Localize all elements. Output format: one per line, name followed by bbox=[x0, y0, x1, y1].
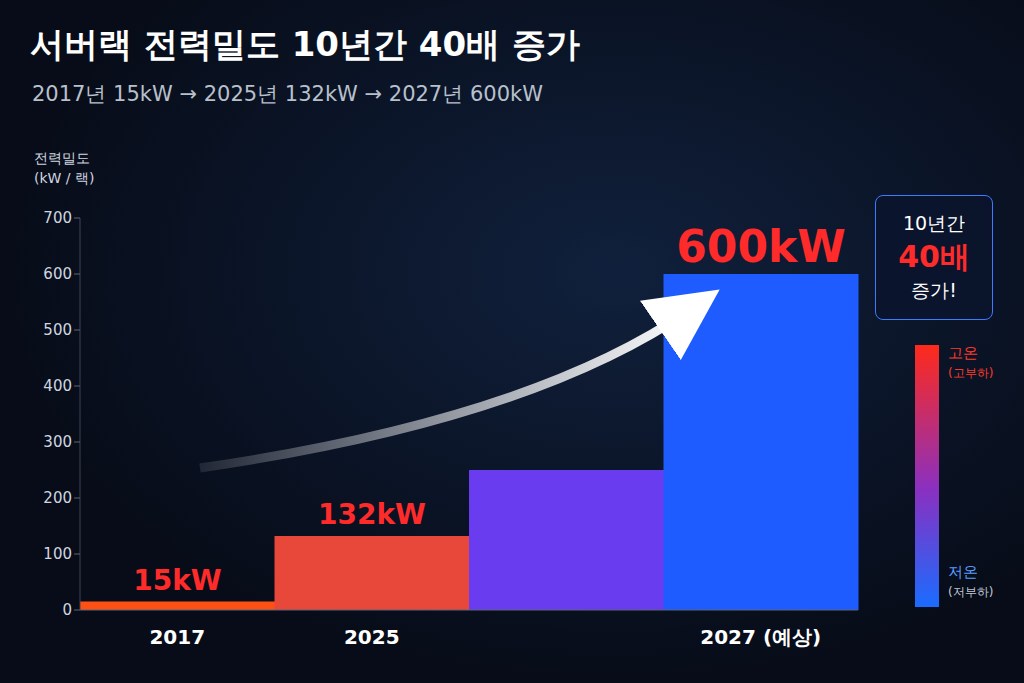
svg-text:300: 300 bbox=[43, 433, 72, 451]
svg-text:200: 200 bbox=[43, 489, 72, 507]
svg-text:0: 0 bbox=[62, 601, 72, 619]
html-text:10년간: 10년간 bbox=[902, 212, 966, 234]
html-text:2017년 15kW → 2025년 132kW → 202: 2017년 15kW → 2025년 132kW → 2027년 600kW bbox=[32, 82, 543, 106]
svg-text:700: 700 bbox=[43, 209, 72, 227]
svg-text:132kW: 132kW bbox=[318, 498, 426, 531]
html-text:서버랙 전력밀도 10년간 40배 증가: 서버랙 전력밀도 10년간 40배 증가 bbox=[30, 24, 580, 64]
html-text:증가!: 증가! bbox=[911, 279, 957, 301]
html-text:저온: 저온 bbox=[948, 563, 978, 581]
svg-text:2027 (예상): 2027 (예상) bbox=[700, 625, 821, 649]
svg-text:400: 400 bbox=[43, 377, 72, 395]
html-text:전력밀도: 전력밀도 bbox=[34, 150, 90, 166]
svg-text:2017: 2017 bbox=[149, 625, 205, 649]
html-text:(고부하): (고부하) bbox=[948, 366, 994, 380]
html-text:40배: 40배 bbox=[898, 239, 970, 274]
svg-text:15kW: 15kW bbox=[133, 564, 222, 597]
svg-text:100: 100 bbox=[43, 545, 72, 563]
svg-text:600: 600 bbox=[43, 265, 72, 283]
svg-text:500: 500 bbox=[43, 321, 72, 339]
html-text:(저부하): (저부하) bbox=[948, 585, 994, 599]
svg-text:600kW: 600kW bbox=[676, 221, 846, 272]
html-text:(kW / 랙): (kW / 랙) bbox=[34, 170, 95, 186]
html-text:고온: 고온 bbox=[948, 344, 978, 362]
svg-text:2025: 2025 bbox=[344, 625, 400, 649]
